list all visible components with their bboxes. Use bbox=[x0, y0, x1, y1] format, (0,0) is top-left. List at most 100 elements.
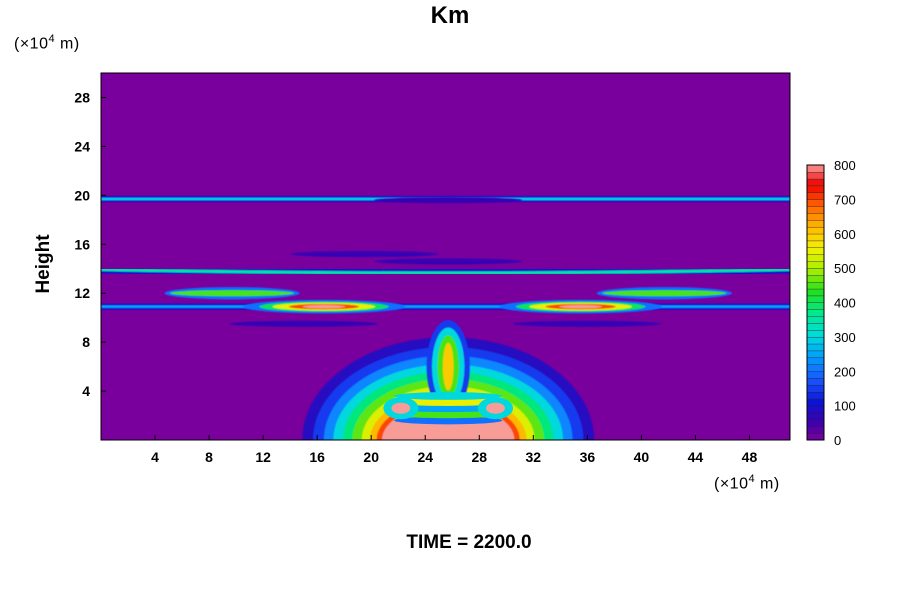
colorbar-band bbox=[806, 398, 825, 407]
plume-region bbox=[302, 337, 595, 440]
colorbar-band bbox=[806, 192, 825, 200]
colorbar-tick-label: 300 bbox=[834, 330, 856, 345]
colorbar-tick-label: 200 bbox=[834, 364, 856, 379]
core-detail bbox=[383, 392, 514, 425]
colorbar-band bbox=[806, 309, 825, 317]
x-tick-label: 12 bbox=[255, 449, 271, 465]
colorbar-band bbox=[806, 357, 825, 365]
core-stripe bbox=[394, 398, 503, 406]
colorbar-band bbox=[806, 295, 825, 304]
y-tick-label: 28 bbox=[74, 89, 90, 105]
chart-title: Km bbox=[430, 2, 470, 29]
colorbar-tick-label: 100 bbox=[834, 399, 856, 414]
colorbar-band bbox=[806, 405, 825, 414]
x-tick-label: 4 bbox=[151, 449, 159, 465]
updraft-column bbox=[426, 320, 470, 414]
x-tick-label: 20 bbox=[363, 449, 379, 465]
x-axis-unit: (×104 m) bbox=[714, 473, 780, 493]
x-tick-label: 36 bbox=[580, 449, 596, 465]
lens-band bbox=[602, 290, 727, 297]
colorbar-band bbox=[806, 302, 825, 310]
y-tick-label: 20 bbox=[74, 187, 90, 203]
lens bbox=[596, 287, 732, 300]
colorbar-band bbox=[806, 267, 825, 276]
hotspot-band bbox=[558, 304, 603, 309]
x-tick-label: 32 bbox=[526, 449, 542, 465]
faint-layer bbox=[229, 320, 378, 327]
layer-band bbox=[101, 305, 790, 308]
colorbar-band bbox=[806, 206, 825, 214]
colorbar-band bbox=[806, 212, 825, 221]
colorbar-tick-label: 800 bbox=[834, 158, 856, 173]
colorbar-tick-label: 400 bbox=[834, 296, 856, 311]
colorbar-tick-label: 700 bbox=[834, 192, 856, 207]
plot-frame bbox=[100, 72, 791, 441]
faint-layer bbox=[373, 197, 523, 204]
faint-layer bbox=[290, 250, 439, 258]
y-tick-label: 4 bbox=[82, 383, 90, 399]
colorbar-band bbox=[806, 288, 825, 297]
layer-band bbox=[101, 268, 790, 275]
colorbar-band bbox=[806, 316, 825, 324]
colorbar-band bbox=[806, 254, 825, 262]
layer-2 bbox=[101, 303, 790, 310]
colorbar-band bbox=[806, 419, 825, 427]
y-axis-unit: (×104 m) bbox=[14, 33, 80, 53]
time-footer: TIME = 2200.0 bbox=[0, 532, 900, 554]
colorbar-band bbox=[806, 281, 825, 290]
colorbar-band bbox=[806, 343, 825, 352]
colorbar-band bbox=[806, 226, 825, 235]
core-stripe bbox=[394, 416, 503, 425]
lens bbox=[164, 287, 300, 300]
faint-layer bbox=[373, 258, 523, 265]
updraft-column-band bbox=[442, 342, 454, 391]
colorbar-band bbox=[806, 240, 825, 249]
colorbar-tick-label: 500 bbox=[834, 261, 856, 276]
colorbar-band bbox=[806, 377, 825, 386]
y-tick-label: 24 bbox=[74, 138, 90, 154]
colorbar-band bbox=[806, 233, 825, 242]
core-stripe bbox=[394, 392, 503, 400]
faint-layer bbox=[513, 320, 662, 327]
colorbar-band bbox=[806, 185, 825, 194]
core-curl bbox=[391, 402, 411, 414]
colorbar-band bbox=[806, 364, 825, 372]
layer-1 bbox=[101, 265, 790, 277]
lens-band bbox=[169, 290, 295, 297]
x-tick-label: 16 bbox=[309, 449, 325, 465]
time-label: TIME = bbox=[406, 532, 469, 553]
time-value: 2200.0 bbox=[473, 532, 532, 553]
core-stripe bbox=[394, 410, 503, 419]
colorbar-band bbox=[806, 329, 825, 338]
colorbar-band bbox=[806, 391, 825, 400]
colorbar-band bbox=[806, 336, 825, 345]
colorbar-band bbox=[806, 247, 825, 255]
colorbar-tick-label: 0 bbox=[834, 433, 841, 448]
x-tick-label: 44 bbox=[688, 449, 704, 465]
colorbar-frame bbox=[806, 164, 825, 441]
colorbar-band bbox=[806, 178, 825, 187]
colorbar-band bbox=[806, 371, 825, 379]
colorbar-band bbox=[806, 199, 825, 207]
colorbar-band bbox=[806, 426, 825, 434]
colorbar-tick-label: 600 bbox=[834, 227, 856, 242]
colorbar-band bbox=[806, 274, 825, 283]
y-tick-label: 16 bbox=[74, 236, 90, 252]
x-tick-label: 48 bbox=[742, 449, 758, 465]
colorbar-band bbox=[806, 219, 825, 228]
x-tick-label: 24 bbox=[417, 449, 433, 465]
hotspot-1 bbox=[499, 299, 662, 314]
x-tick-label: 28 bbox=[471, 449, 487, 465]
core-stripe bbox=[394, 404, 503, 413]
colorbar-band bbox=[806, 350, 825, 359]
colorbar-band bbox=[806, 164, 825, 173]
x-tick-label: 40 bbox=[634, 449, 650, 465]
y-tick-label: 8 bbox=[82, 334, 90, 350]
hotspot-band bbox=[302, 304, 346, 309]
x-tick-label: 8 bbox=[205, 449, 213, 465]
colorbar-band bbox=[806, 412, 825, 420]
colorbar-band bbox=[806, 261, 825, 269]
core-curl bbox=[486, 402, 505, 414]
y-tick-label: 12 bbox=[74, 285, 90, 301]
